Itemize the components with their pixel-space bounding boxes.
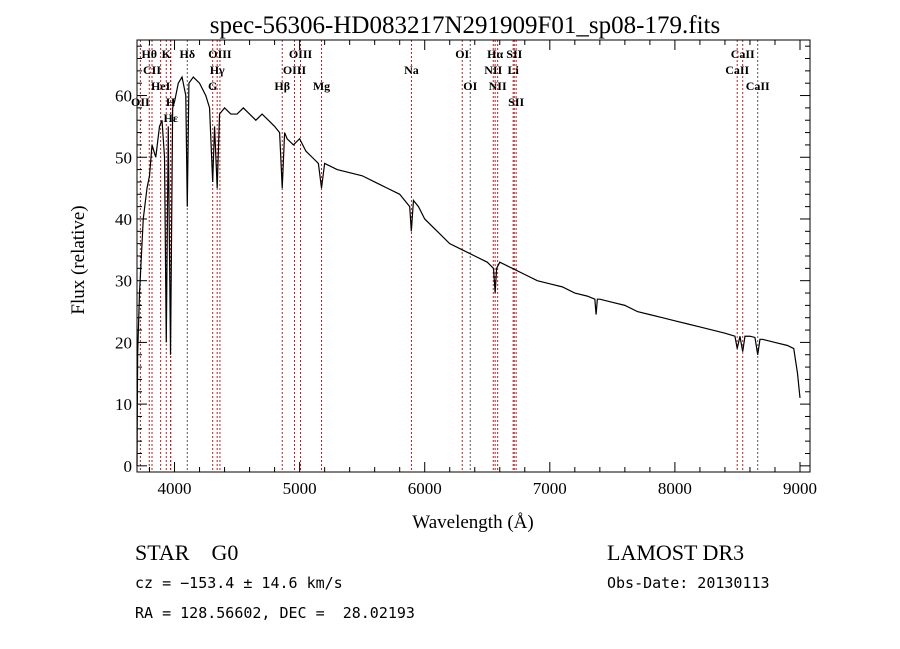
line-label: SII xyxy=(506,47,522,61)
ra-dec: RA = 128.56602, DEC = 28.02193 xyxy=(135,604,415,622)
line-label: OI xyxy=(463,79,477,93)
line-label: CII xyxy=(143,63,161,77)
obs-date: Obs-Date: 20130113 xyxy=(607,574,770,592)
y-tick-label: 0 xyxy=(124,457,133,476)
line-label: OIII xyxy=(289,47,313,61)
line-label: Na xyxy=(404,63,419,77)
line-label: HeI xyxy=(151,79,171,93)
line-label: Li xyxy=(507,63,519,77)
x-tick-label: 8000 xyxy=(658,479,692,498)
line-label: CaII xyxy=(725,63,749,77)
object-class: STAR G0 xyxy=(135,540,239,565)
line-label: OII xyxy=(131,95,150,109)
line-label: K xyxy=(162,47,172,61)
y-tick-label: 10 xyxy=(115,395,132,414)
line-label: Hα xyxy=(487,47,503,61)
x-tick-label: 6000 xyxy=(408,479,442,498)
y-tick-label: 20 xyxy=(115,333,132,352)
x-tick-label: 4000 xyxy=(158,479,192,498)
line-label: SII xyxy=(508,95,524,109)
line-label: Mg xyxy=(313,79,330,93)
line-label: OIII xyxy=(283,63,307,77)
y-tick-label: 50 xyxy=(115,148,132,167)
x-tick-label: 7000 xyxy=(533,479,567,498)
line-label: OI xyxy=(455,47,469,61)
line-label: Hδ xyxy=(180,47,196,61)
line-label: Hγ xyxy=(210,63,225,77)
line-label: CaII xyxy=(731,47,755,61)
x-axis-label: Wavelength (Å) xyxy=(412,512,533,533)
line-label: Hβ xyxy=(274,79,290,93)
y-tick-label: 60 xyxy=(115,87,132,106)
y-tick-label: 30 xyxy=(115,272,132,291)
line-label: Hε xyxy=(164,111,178,125)
line-label: G xyxy=(208,79,217,93)
line-label: H xyxy=(166,95,176,109)
spectrum-line xyxy=(136,75,801,466)
line-label: Hθ xyxy=(141,47,157,61)
line-label: CaII xyxy=(746,79,770,93)
redshift-cz: cz = −153.4 ± 14.6 km/s xyxy=(135,574,343,592)
y-tick-label: 40 xyxy=(115,210,132,229)
y-axis-label: Flux (relative) xyxy=(68,205,89,314)
survey-label: LAMOST DR3 xyxy=(607,540,745,565)
line-label: NII xyxy=(484,63,502,77)
x-tick-label: 5000 xyxy=(283,479,317,498)
line-label: NII xyxy=(489,79,507,93)
x-tick-label: 9000 xyxy=(783,479,817,498)
line-label: OIII xyxy=(208,47,232,61)
chart-title: spec-56306-HD083217N291909F01_sp08-179.f… xyxy=(210,12,720,39)
